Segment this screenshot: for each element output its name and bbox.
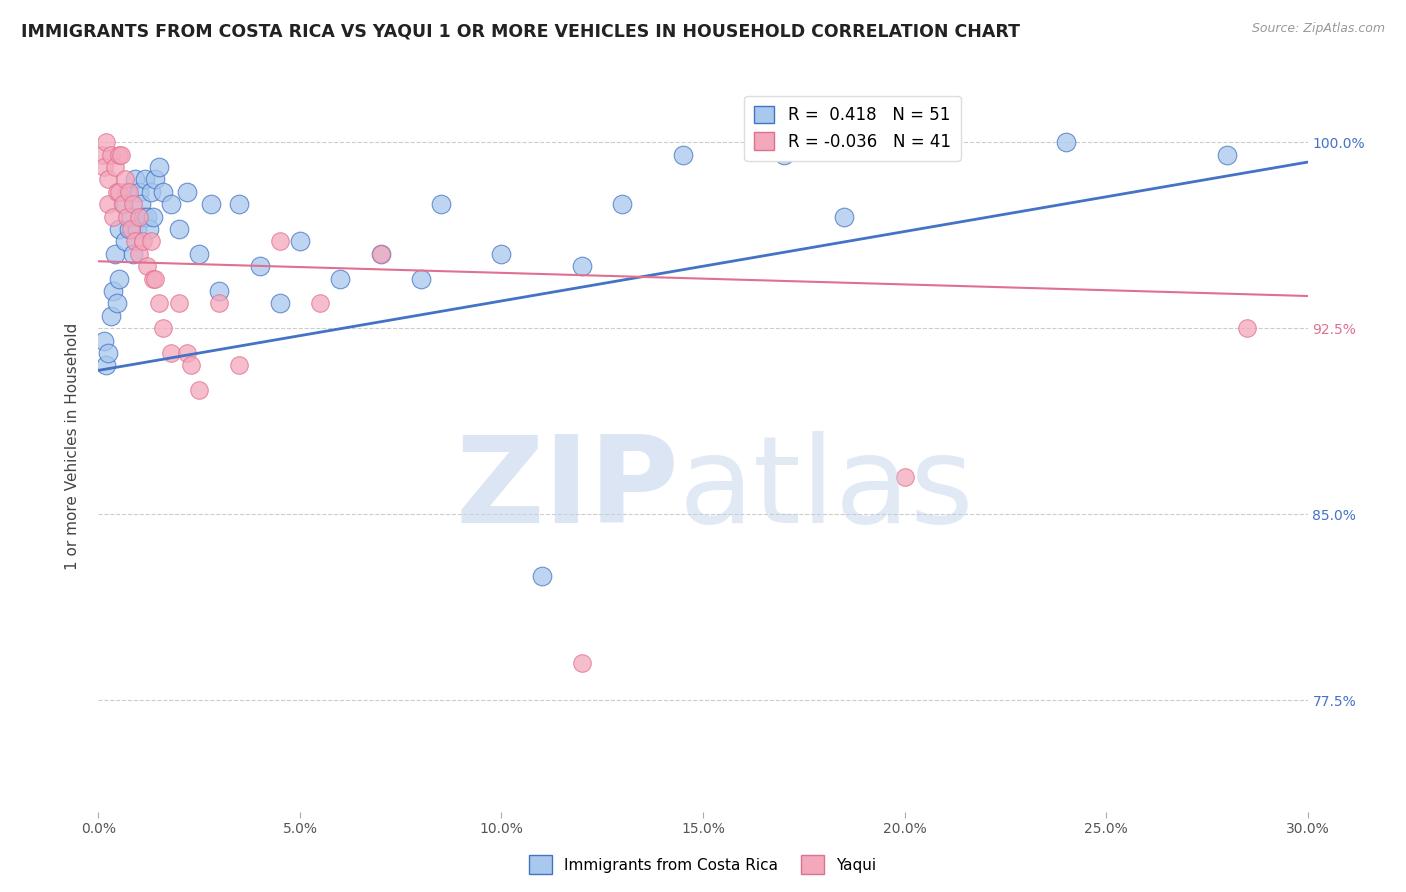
Point [152,185,174,199]
Point [97,346,120,360]
Point [132,210,155,224]
Point [409,271,432,285]
Point [124,235,146,249]
Point [121,197,143,211]
Point [176,185,198,199]
Point [110,147,132,161]
Y-axis label: 1 or more Vehicles in Household: 1 or more Vehicles in Household [65,322,80,570]
Point [103,247,125,261]
Point [329,271,352,285]
Point [893,470,915,484]
Point [1216,147,1239,161]
Point [143,271,166,285]
Point [152,321,174,335]
Point [96,359,118,373]
Point [491,247,513,261]
Point [772,147,794,161]
Point [128,210,150,224]
Point [167,296,190,310]
Point [370,247,392,261]
Point [120,222,142,236]
Point [571,656,593,670]
Point [135,259,157,273]
Point [167,222,190,236]
Point [105,296,128,310]
Point [142,210,165,224]
Point [129,197,152,211]
Point [530,569,553,583]
Point [832,210,855,224]
Point [1054,135,1077,149]
Point [114,172,136,186]
Text: atlas: atlas [679,432,974,549]
Point [100,147,122,161]
Point [139,185,162,199]
Point [121,247,143,261]
Point [103,160,125,174]
Point [249,259,271,273]
Point [612,197,634,211]
Legend: Immigrants from Costa Rica, Yaqui: Immigrants from Costa Rica, Yaqui [523,849,883,880]
Point [100,309,122,323]
Point [148,160,170,174]
Point [97,197,120,211]
Text: IMMIGRANTS FROM COSTA RICA VS YAQUI 1 OR MORE VEHICLES IN HOUSEHOLD CORRELATION : IMMIGRANTS FROM COSTA RICA VS YAQUI 1 OR… [21,22,1021,40]
Point [188,247,211,261]
Point [134,172,156,186]
Point [139,235,162,249]
Point [101,210,124,224]
Point [91,147,114,161]
Point [93,334,115,348]
Point [120,210,142,224]
Point [143,172,166,186]
Point [125,222,148,236]
Point [160,197,183,211]
Point [107,147,129,161]
Point [135,210,157,224]
Point [269,296,291,310]
Point [97,172,120,186]
Point [309,296,332,310]
Point [124,172,146,186]
Point [107,222,129,236]
Point [101,284,124,298]
Point [228,197,250,211]
Point [132,235,155,249]
Point [200,197,222,211]
Point [430,197,453,211]
Point [180,359,202,373]
Text: Source: ZipAtlas.com: Source: ZipAtlas.com [1251,22,1385,36]
Point [208,284,231,298]
Point [111,197,134,211]
Point [142,271,165,285]
Point [118,185,141,199]
Point [288,235,311,249]
Point [138,222,160,236]
Text: ZIP: ZIP [456,432,679,549]
Legend: R =  0.418   N = 51, R = -0.036   N = 41: R = 0.418 N = 51, R = -0.036 N = 41 [744,96,960,161]
Point [208,296,231,310]
Point [118,222,141,236]
Point [107,271,129,285]
Point [228,359,250,373]
Point [114,235,136,249]
Point [105,185,128,199]
Point [107,185,129,199]
Point [128,247,150,261]
Point [672,147,695,161]
Point [176,346,198,360]
Point [370,247,392,261]
Point [115,185,138,199]
Point [148,296,170,310]
Point [128,185,150,199]
Point [571,259,593,273]
Point [93,160,115,174]
Point [1236,321,1258,335]
Point [269,235,291,249]
Point [188,383,211,397]
Point [160,346,183,360]
Point [96,135,118,149]
Point [115,210,138,224]
Point [111,197,134,211]
